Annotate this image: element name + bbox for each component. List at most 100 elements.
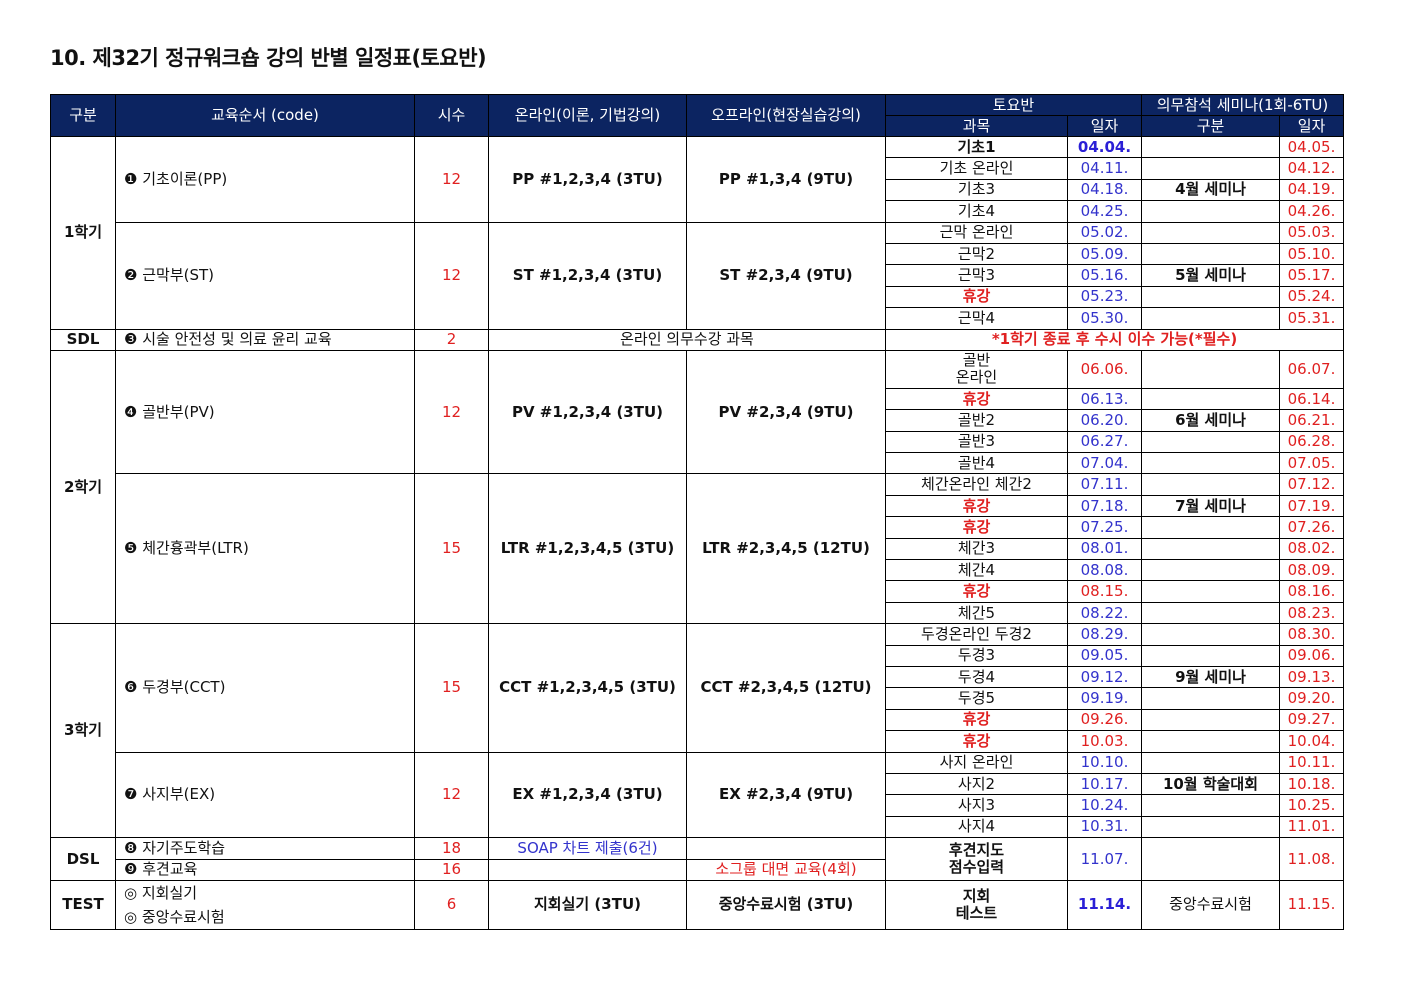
course-name: ❼ 사지부(EX) <box>115 751 415 839</box>
seminar-date: 11.01. <box>1278 815 1345 839</box>
section-label: 1학기 <box>50 136 116 330</box>
table-row: 휴강 08.15. 08.16. <box>51 580 1345 603</box>
seminar-type <box>1141 580 1280 603</box>
session-date: 04.25. <box>1067 200 1142 223</box>
session-subject: 근막4 <box>885 307 1068 330</box>
seminar-date: 10.18. <box>1278 772 1345 796</box>
seminar-date: 09.13. <box>1278 665 1345 689</box>
seminar-type: 10월 학술대회 <box>1141 772 1280 796</box>
header-gubun: 구분 <box>50 94 116 137</box>
seminar-date: 08.30. <box>1278 623 1345 646</box>
course-hours: 12 <box>414 221 489 330</box>
header-saturday: 토요반 <box>885 94 1142 116</box>
seminar-date: 06.28. <box>1278 430 1345 454</box>
session-date: 09.12. <box>1067 665 1142 689</box>
course-hours: 15 <box>414 623 489 753</box>
session-subject: 사지3 <box>885 794 1068 817</box>
course-offline: PP #1,3,4 (9TU) <box>686 136 886 223</box>
seminar-date: 08.09. <box>1278 559 1345 582</box>
seminar-date: 11.15. <box>1278 879 1345 930</box>
session-date: 10.10. <box>1067 751 1142 774</box>
table-row: 사지4 10.31. 11.01. <box>51 815 1345 839</box>
table-body: 1학기 ❶ 기초이론(PP) 12 PP #1,2,3,4 (3TU) PP #1,3,… <box>50 135 1345 930</box>
session-subject: 체간4 <box>885 559 1068 582</box>
seminar-date: 07.26. <box>1278 516 1345 539</box>
sdl-note: *1학기 종료 후 수시 이수 가능(*필수) <box>884 328 1345 351</box>
seminar-date: 09.27. <box>1278 708 1345 732</box>
seminar-type: 6월 세미나 <box>1141 409 1280 432</box>
seminar-type <box>1141 837 1280 881</box>
session-date: 05.09. <box>1067 242 1142 266</box>
seminar-date: 04.05. <box>1278 135 1345 159</box>
seminar-type <box>1141 794 1280 817</box>
course-online: CCT #1,2,3,4,5 (3TU) <box>488 623 687 753</box>
header-date: 일자 <box>1067 115 1142 137</box>
table-row: 기초 온라인 04.11. 04.12. <box>51 157 1345 180</box>
seminar-date: 04.26. <box>1278 200 1345 223</box>
section-label: 3학기 <box>50 623 116 839</box>
header-seminar-type: 구분 <box>1141 115 1280 137</box>
session-subject: 두경온라인 두경2 <box>885 623 1068 646</box>
session-date: 04.18. <box>1067 178 1142 202</box>
course-name: ◎ 지회실기 ◎ 중앙수료시험 <box>115 879 415 930</box>
table-row-dsl: ❾ 후견교육 16 소그룹 대면 교육(4회) <box>51 858 1344 881</box>
course-hours: 16 <box>414 858 489 881</box>
table-row-dsl: DSL ❽ 자기주도학습 18 SOAP 차트 제출(6건) 후견지도 점수입력 11.0… <box>50 837 1345 881</box>
section-label: 2학기 <box>50 349 116 625</box>
header-seminar-date: 일자 <box>1278 115 1345 137</box>
session-subject: 체간온라인 체간2 <box>885 473 1068 496</box>
course-hours: 15 <box>414 473 489 625</box>
seminar-type: 7월 세미나 <box>1141 494 1280 518</box>
course-hours: 12 <box>414 751 489 839</box>
seminar-date: 08.16. <box>1278 580 1345 603</box>
course-name: ❷ 근막부(ST) <box>115 221 415 330</box>
session-date: 10.24. <box>1067 794 1142 817</box>
table-row: 사지3 10.24. 10.25. <box>51 794 1345 817</box>
course-offline: LTR #2,3,4,5 (12TU) <box>686 473 886 625</box>
seminar-type <box>1141 751 1280 774</box>
session-date: 09.26. <box>1067 708 1142 732</box>
seminar-type <box>1141 708 1280 732</box>
session-date: 08.01. <box>1067 537 1142 561</box>
session-date: 11.07. <box>1067 837 1142 881</box>
header-order: 교육순서 (code) <box>115 94 415 137</box>
seminar-type <box>1141 644 1280 667</box>
table-row: 휴강 10.03. 10.04. <box>51 730 1345 753</box>
seminar-date: 05.17. <box>1278 264 1345 287</box>
session-date: 06.27. <box>1067 430 1142 454</box>
session-date: 10.31. <box>1067 815 1142 839</box>
session-subject: 휴강 <box>885 494 1068 518</box>
seminar-date: 07.05. <box>1278 452 1345 475</box>
session-date: 07.18. <box>1067 494 1142 518</box>
seminar-type <box>1141 473 1280 496</box>
session-date: 04.04. <box>1067 135 1142 159</box>
session-subject: 휴강 <box>885 387 1068 411</box>
seminar-date: 07.19. <box>1278 494 1345 518</box>
table-row: 3학기 ❻ 두경부(CCT) 15 CCT #1,2,3,4,5 (3TU) CCT #… <box>50 623 1345 839</box>
session-subject: 사지 온라인 <box>885 751 1068 774</box>
session-subject: 휴강 <box>885 580 1068 603</box>
course-online: PV #1,2,3,4 (3TU) <box>488 349 687 475</box>
table-row: 휴강 09.26. 09.27. <box>51 708 1345 732</box>
session-subject: 휴강 <box>885 708 1068 732</box>
table-row: ❷ 근막부(ST) 12 ST #1,2,3,4 (3TU) ST #2,3,4 (9… <box>51 221 1345 330</box>
session-date: 09.19. <box>1067 687 1142 710</box>
page-title: 10. 제32기 정규워크숍 강의 반별 일정표(토요반) <box>50 46 487 70</box>
session-subject: 근막2 <box>885 242 1068 266</box>
course-online <box>488 858 687 881</box>
table-row-sdl: SDL ❸ 시술 안전성 및 의료 윤리 교육 2 온라인 의무수강 과목 *1학기 종… <box>50 328 1345 351</box>
seminar-type <box>1141 200 1280 223</box>
header-seminar: 의무참석 세미나(1회-6TU) <box>1140 94 1345 116</box>
course-name: ❻ 두경부(CCT) <box>115 623 415 753</box>
seminar-type <box>1141 623 1280 646</box>
seminar-type <box>1141 559 1280 582</box>
seminar-date: 04.12. <box>1278 157 1345 180</box>
course-hours: 12 <box>414 136 489 223</box>
header-offline: 오프라인(현장실습강의) <box>686 94 886 137</box>
seminar-date: 09.06. <box>1278 644 1345 667</box>
session-date: 05.30. <box>1067 307 1142 330</box>
session-subject: 두경5 <box>885 687 1068 710</box>
session-date: 11.14. <box>1067 879 1142 930</box>
session-subject: 사지2 <box>885 772 1068 796</box>
seminar-type: 4월 세미나 <box>1141 178 1280 202</box>
